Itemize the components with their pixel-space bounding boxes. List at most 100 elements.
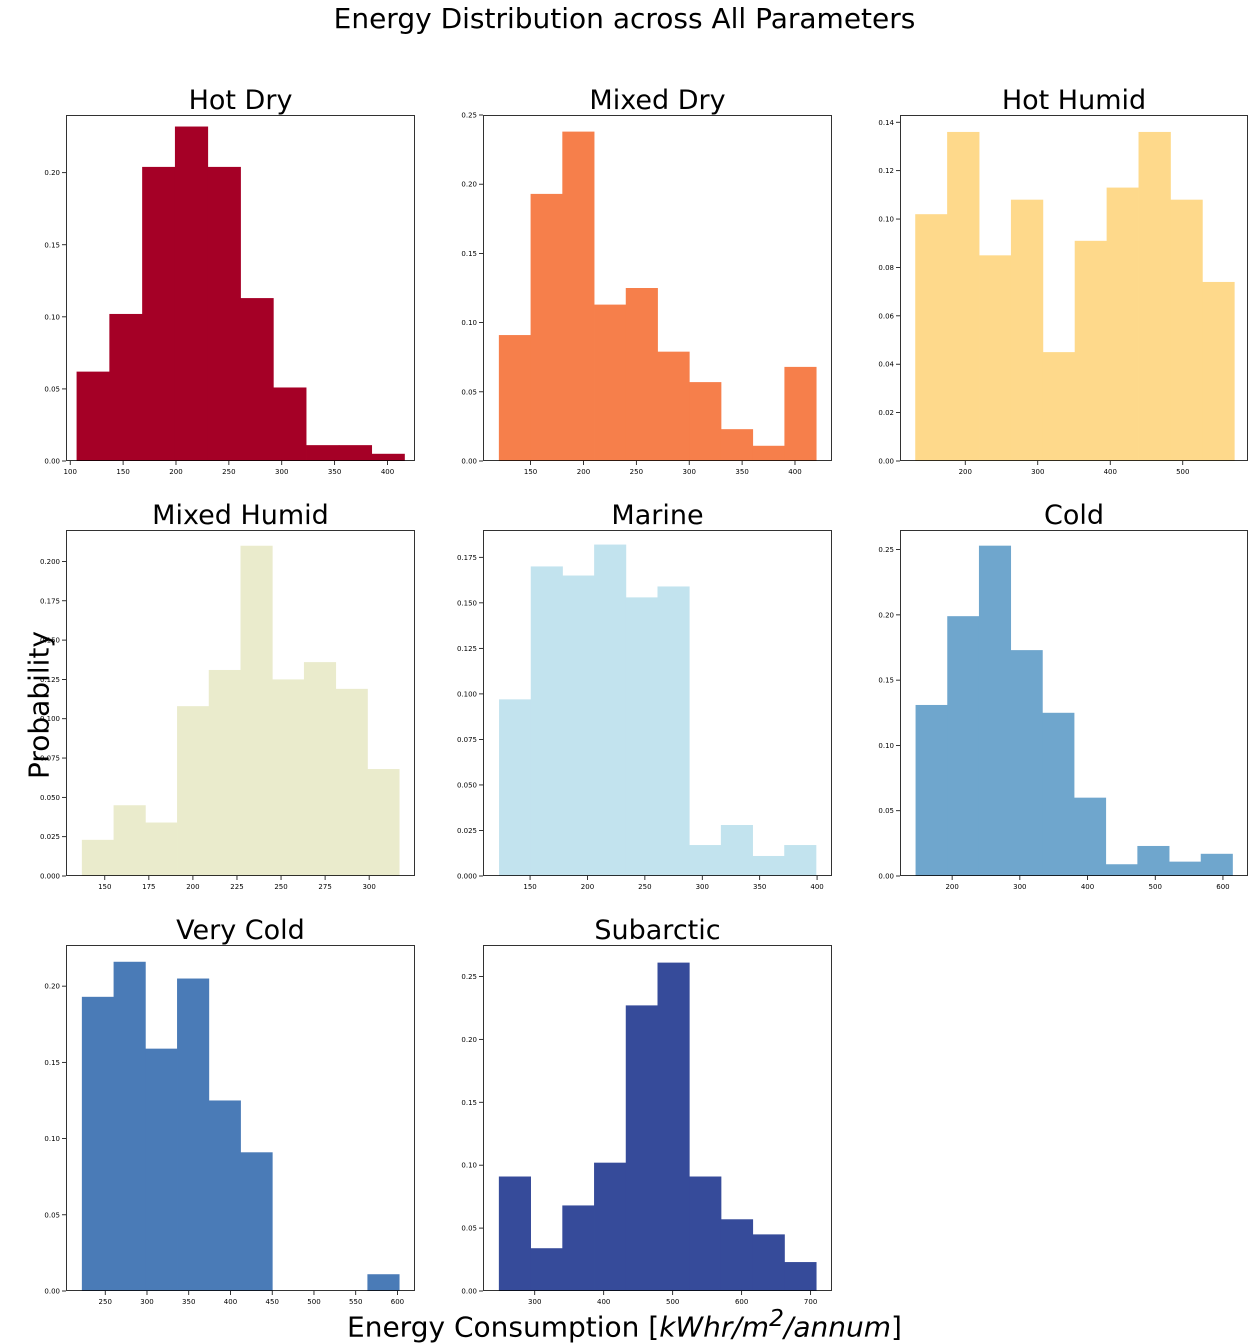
histogram-panel: 200 300 400 500 0.00 0.02 0.04 0.06 0.08 0.10 0.12… [878,85,1248,476]
subplot-title: Marine [611,500,703,531]
axes-frame [66,530,415,876]
x-tick-label: 225 [230,883,243,891]
axes-frame [900,530,1248,876]
x-tick-label: 200 [169,468,182,476]
histogram-bar [947,616,980,876]
axes-frame [483,945,832,1291]
y-tick-label: 0.10 [44,1135,60,1143]
histogram-bar [113,805,146,876]
histogram-bar [367,1274,400,1291]
histogram-bar [562,131,595,462]
histogram-bar [657,351,690,461]
y-tick-label: 0.025 [40,833,60,841]
histogram-bar [335,688,368,876]
y-tick-label: 0.15 [461,250,477,258]
x-tick-label: 250 [99,1298,112,1306]
x-tick-label: 600 [1216,883,1229,891]
histogram-bar [207,166,241,461]
y-tick-label: 0.14 [878,119,894,127]
histogram-bar [530,1248,563,1291]
y-tick-label: 0.05 [461,388,477,396]
y-tick-label: 0.100 [457,690,477,698]
histogram-bar [1200,853,1233,876]
x-tick-label: 550 [349,1298,362,1306]
x-tick-label: 300 [1031,468,1044,476]
histogram-bar [1042,352,1076,461]
histogram-bar [81,996,114,1291]
y-tick-label: 0.100 [40,715,60,723]
histogram-bar [1137,845,1170,876]
histogram-bar [625,288,658,461]
x-tick-label: 150 [98,883,111,891]
histogram-bar [338,445,373,461]
histogram-bar [76,371,110,461]
y-tick-label: 0.175 [40,597,60,605]
histogram-bar [273,387,307,461]
y-tick-label: 0.05 [44,385,60,393]
x-tick-label: 400 [810,883,823,891]
axes-frame [483,530,832,876]
histogram-bar [113,961,146,1291]
histogram-bar [240,1152,273,1291]
histogram-bar [720,1219,754,1291]
subplot-title: Hot Humid [1002,85,1146,116]
x-tick-label: 275 [318,883,331,891]
y-tick-label: 0.02 [878,409,894,417]
y-tick-label: 0.025 [457,827,477,835]
histogram-bar [303,662,337,876]
y-tick-label: 0.075 [457,736,477,744]
x-axis-label-exponent: 2 [769,1304,784,1332]
y-tick-label: 0.200 [40,558,60,566]
x-tick-label: 250 [274,883,287,891]
x-tick-label: 300 [528,1298,541,1306]
histogram-bar [498,335,531,461]
y-tick-label: 0.00 [878,458,894,466]
y-tick-label: 0.15 [878,677,894,685]
histogram-bar [145,822,178,876]
y-tick-label: 0.10 [461,319,477,327]
y-tick-label: 0.000 [40,873,60,881]
y-tick-label: 0.00 [44,1288,60,1296]
x-tick-label: 250 [638,883,651,891]
histogram-bar [499,699,532,876]
histogram-panel: 300 400 500 600 700 0.00 0.05 0.10 0.15 0.20 0.25 S… [461,915,832,1306]
x-tick-label: 500 [307,1298,320,1306]
histogram-bar [208,1100,241,1291]
histogram-panel: 150 200 250 300 350 400 0.000 0.025 0.050 0.075 0.… [457,500,832,891]
histogram-bar [978,545,1012,876]
y-tick-label: 0.25 [461,973,477,981]
y-tick-label: 0.050 [40,794,60,802]
y-tick-label: 0.12 [878,167,894,175]
x-tick-label: 250 [222,468,235,476]
x-tick-label: 300 [275,468,288,476]
x-tick-label: 400 [1104,468,1117,476]
y-tick-label: 0.04 [878,361,894,369]
x-tick-label: 600 [735,1298,748,1306]
axes-frame [66,945,415,1291]
histogram-bar [177,978,210,1291]
y-tick-label: 0.15 [44,241,60,249]
y-tick-label: 0.20 [461,1036,477,1044]
histogram-bar [498,1176,531,1291]
y-tick-label: 0.175 [457,554,477,562]
y-tick-label: 0.20 [44,169,60,177]
x-tick-label: 200 [959,468,972,476]
histogram-bar [784,1262,817,1291]
histogram-bar [1074,240,1108,461]
histogram-bar [657,586,690,876]
histogram-bar [562,575,595,876]
histogram-bar [784,366,817,461]
histogram-bar [657,962,690,1291]
y-tick-label: 0.150 [457,599,477,607]
x-tick-label: 250 [630,468,643,476]
x-tick-label: 350 [753,883,766,891]
histogram-bar [947,131,980,461]
y-tick-label: 0.075 [40,755,60,763]
histogram-bar [1202,281,1235,461]
y-tick-label: 0.10 [878,742,894,750]
histogram-bar [625,1005,658,1291]
histogram-bar [367,769,400,876]
x-tick-label: 350 [328,468,341,476]
x-axis-label-prefix: Energy Consumption [ [347,1310,660,1343]
